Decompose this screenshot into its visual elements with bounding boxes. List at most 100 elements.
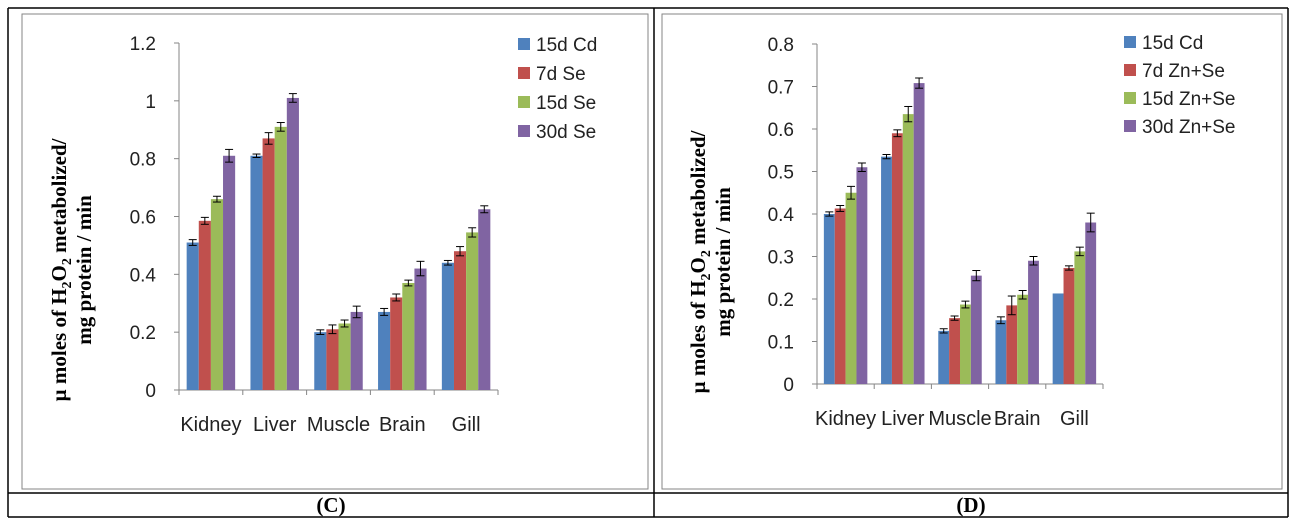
bar: [881, 156, 892, 384]
bar: [350, 311, 363, 390]
error-bar: [939, 328, 948, 334]
error-bar: [1007, 295, 1016, 316]
y-tick-label: 0.8: [768, 35, 794, 56]
error-bar: [316, 329, 325, 335]
bar: [949, 318, 960, 384]
y-tick-label: 0.8: [130, 150, 156, 171]
legend-swatch: [1124, 92, 1136, 104]
bar: [823, 214, 835, 384]
caption-d: (D): [956, 493, 985, 517]
bar: [845, 192, 857, 384]
legend-swatch: [1124, 36, 1136, 48]
error-bar: [893, 129, 902, 138]
error-bar: [200, 216, 209, 225]
error-bar: [212, 195, 221, 203]
x-tick-label: Liver: [881, 408, 925, 430]
x-tick-label: Gill: [452, 414, 481, 436]
error-bar: [961, 300, 970, 309]
y-axis-label: µ moles of H2O2 metabolized/ mg protein …: [686, 129, 735, 393]
error-bar: [847, 185, 856, 200]
error-bar: [1029, 256, 1038, 266]
bar: [970, 275, 982, 384]
x-tick-label: Muscle: [928, 408, 991, 430]
legend-label: 15d Zn+Se: [1142, 89, 1236, 110]
y-tick-label: 1: [145, 92, 156, 113]
bar: [856, 167, 868, 384]
error-bar: [825, 211, 834, 217]
bar: [902, 114, 914, 384]
y-tick-label: 0.5: [768, 163, 794, 184]
layout-borders: [7, 7, 1289, 518]
caption-c: (C): [316, 493, 345, 517]
legend-label: 15d Cd: [1142, 33, 1203, 54]
chart-frame: [21, 13, 649, 490]
bar: [1006, 305, 1018, 384]
legend-swatch: [518, 125, 530, 137]
error-bar: [328, 324, 337, 335]
bar: [1028, 260, 1039, 384]
y-tick-label: 0.7: [768, 78, 794, 99]
bar: [466, 232, 479, 390]
y-tick-label: 0: [783, 375, 794, 396]
chart-frame: [661, 13, 1283, 490]
x-tick-label: Kidney: [815, 408, 876, 430]
bar: [262, 138, 275, 390]
error-bar: [352, 305, 361, 319]
error-bar: [996, 316, 1005, 325]
legend-swatch: [1124, 64, 1136, 76]
y-tick-label: 0.6: [130, 208, 156, 229]
error-bar: [416, 260, 425, 277]
bar: [1085, 222, 1097, 384]
error-bar: [915, 77, 924, 89]
error-bar: [225, 148, 234, 163]
error-bar: [480, 205, 489, 214]
bar: [414, 268, 427, 390]
bar: [223, 155, 236, 390]
error-bar: [404, 279, 413, 287]
legend-swatch: [518, 96, 530, 108]
error-bar: [340, 319, 349, 328]
error-bar: [882, 154, 891, 160]
y-tick-label: 0.2: [768, 290, 794, 311]
y-axis-title-line2: mg protein / min: [72, 195, 96, 345]
legend-label: 30d Zn+Se: [1142, 117, 1236, 138]
error-bar: [1064, 265, 1073, 271]
x-tick-label: Liver: [253, 414, 297, 436]
bar: [338, 323, 351, 390]
error-bar: [950, 315, 959, 321]
legend-swatch: [518, 38, 530, 50]
bar: [314, 332, 327, 390]
x-tick-label: Brain: [994, 408, 1041, 430]
error-bar: [443, 259, 452, 266]
bar: [326, 329, 339, 390]
x-tick-label: Brain: [379, 414, 426, 436]
error-bar: [276, 122, 285, 132]
legend: 15d Cd 7d Zn+Se 15d Zn+Se 30d Zn+Se: [1124, 33, 1236, 138]
bar: [453, 251, 467, 390]
legend-label: 15d Se: [536, 93, 596, 114]
bar: [891, 133, 903, 384]
error-bar: [1075, 246, 1084, 257]
y-tick-label: 0.2: [130, 323, 156, 344]
legend-swatch: [1124, 120, 1136, 132]
y-tick-label: 0.1: [768, 333, 794, 354]
bar: [1063, 267, 1075, 384]
bar: [441, 262, 454, 390]
bar: [960, 304, 971, 384]
bar: [402, 283, 415, 390]
y-axis-title-line1: µ moles of H2O2 metabolized/: [686, 129, 714, 393]
error-bar: [288, 93, 297, 103]
chart-panel-c: µ moles of H2O2 metabolized/ mg protein …: [21, 13, 649, 490]
legend-label: 7d Zn+Se: [1142, 61, 1225, 82]
error-bar: [188, 239, 197, 246]
bar: [1017, 294, 1029, 384]
bar: [250, 155, 263, 390]
legend: 15d Cd 7d Se 15d Se 30d Se: [518, 35, 597, 143]
y-tick-label: 0.4: [768, 205, 795, 226]
y-tick-label: 0.4: [130, 265, 157, 286]
y-axis-title-line2: mg protein / min: [711, 187, 735, 337]
y-tick-label: 0.6: [768, 120, 794, 141]
y-tick-label: 0.3: [768, 248, 794, 269]
error-bar: [456, 246, 465, 257]
error-bar: [252, 153, 261, 159]
